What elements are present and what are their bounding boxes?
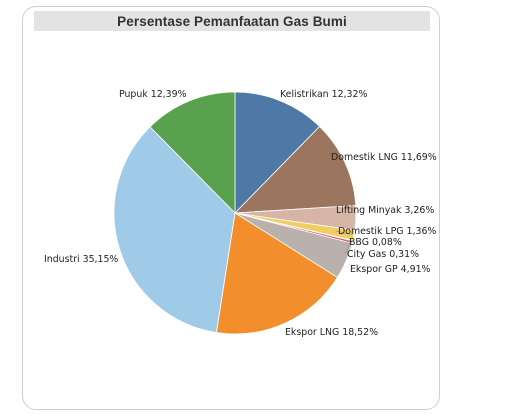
pie-slice-domestik-lng <box>233 125 357 214</box>
leader-line-city-gas <box>344 241 351 255</box>
pie-slice-industri <box>113 126 236 334</box>
pie-label-industri: Industri 35,15% <box>44 254 118 265</box>
pie-labels: Kelistrikan 12,32% Domestik LNG 11,69% Lif… <box>44 89 437 338</box>
pie-slice-kelistrikan <box>234 91 321 214</box>
leader-line-domestik-lpg <box>335 230 353 236</box>
pie-label-domestik-lpg: Domestik LPG 1,36% <box>338 226 436 237</box>
pie-label-lifting-minyak: Lifting Minyak 3,26% <box>336 205 434 216</box>
leader-line-bbg <box>346 239 351 243</box>
pie-label-ekspor-lng: Ekspor LNG 18,52% <box>285 327 378 338</box>
pie-slices <box>113 91 357 335</box>
pie-slice-pupuk <box>149 91 236 214</box>
pie-label-city-gas: City Gas 0,31% <box>347 249 419 260</box>
pie-label-bbg: BBG 0,08% <box>349 237 402 248</box>
chart-title-bar: Persentase Pemanfaatan Gas Bumi <box>34 11 430 31</box>
pie-slice-ekspor-lng <box>215 212 338 335</box>
pie-leader-lines <box>335 230 353 255</box>
chart-title: Persentase Pemanfaatan Gas Bumi <box>117 13 347 29</box>
pie-label-pupuk: Pupuk 12,39% <box>119 89 187 100</box>
pie-label-kelistrikan: Kelistrikan 12,32% <box>280 89 367 100</box>
pie-label-domestik-lng: Domestik LNG 11,69% <box>331 152 437 163</box>
pie-label-ekspor-gp: Ekspor GP 4,91% <box>350 264 431 275</box>
